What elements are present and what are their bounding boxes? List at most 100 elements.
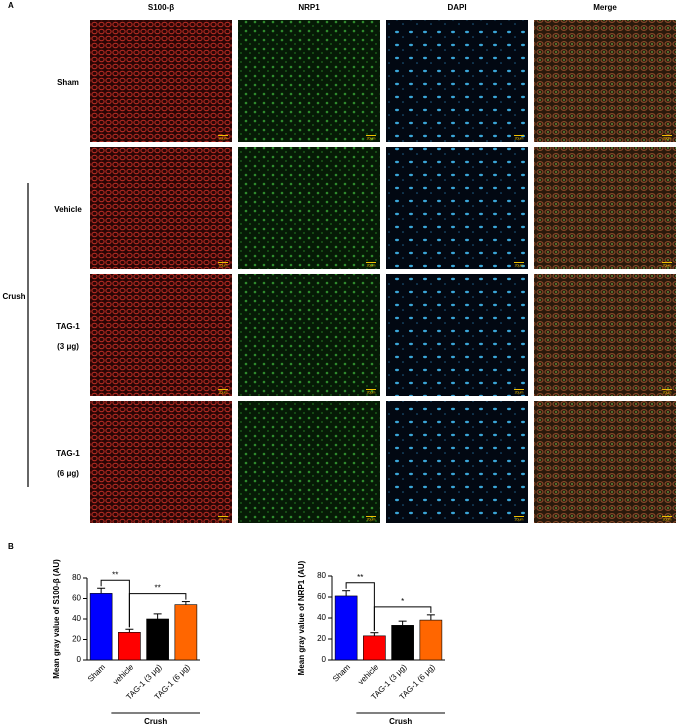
scale-bar-label: 20μm bbox=[515, 136, 524, 140]
y-tick-label: 20 bbox=[317, 634, 326, 643]
scale-bar bbox=[514, 389, 524, 390]
micrograph bbox=[386, 20, 528, 142]
micrograph bbox=[90, 147, 232, 269]
error-bar bbox=[125, 628, 134, 633]
micrograph bbox=[534, 147, 676, 269]
scale-bar bbox=[218, 135, 228, 136]
micrograph bbox=[238, 20, 380, 142]
bar bbox=[391, 625, 414, 661]
panel-label: A bbox=[8, 1, 14, 10]
micrograph bbox=[90, 274, 232, 396]
scale-bar bbox=[218, 516, 228, 517]
y-tick-label: 80 bbox=[317, 571, 326, 580]
scale-bar bbox=[366, 516, 376, 517]
scale-bar-label: 20μm bbox=[663, 136, 672, 140]
scale-bar-label: 20μm bbox=[515, 390, 524, 394]
scale-bar-label: 20μm bbox=[219, 517, 228, 521]
bar bbox=[334, 595, 358, 661]
bar bbox=[146, 618, 169, 661]
scale-bar bbox=[366, 135, 376, 136]
significance-label: ** bbox=[155, 584, 161, 593]
y-tick-label: 20 bbox=[72, 635, 81, 644]
significance-label: ** bbox=[112, 570, 118, 579]
micrograph bbox=[534, 401, 676, 523]
micrograph bbox=[238, 274, 380, 396]
scale-bar bbox=[514, 262, 524, 263]
scale-bar-label: 20μm bbox=[219, 136, 228, 140]
bar bbox=[89, 593, 113, 661]
y-axis-label: Mean gray value of S100-β (AU) bbox=[52, 559, 61, 679]
micrograph bbox=[534, 274, 676, 396]
scale-bar-label: 20μm bbox=[367, 136, 376, 140]
y-tick-label: 60 bbox=[72, 594, 81, 603]
error-bar bbox=[181, 601, 190, 605]
micrograph bbox=[90, 20, 232, 142]
scale-bar bbox=[218, 389, 228, 390]
x-tick-label: vehicle bbox=[111, 662, 135, 686]
scale-bar-label: 20μm bbox=[663, 390, 672, 394]
row-label: Sham bbox=[57, 78, 79, 87]
micrograph bbox=[238, 401, 380, 523]
group-label: Crush bbox=[389, 717, 412, 726]
significance-bracket bbox=[128, 593, 187, 628]
x-tick-label: Sham bbox=[86, 662, 107, 683]
column-header: S100-β bbox=[148, 3, 174, 12]
column-header: NRP1 bbox=[298, 3, 320, 12]
error-bar bbox=[370, 632, 379, 636]
scale-bar bbox=[662, 389, 672, 390]
error-bar bbox=[398, 620, 407, 626]
charts: 0 20 40 60 80 Mean gray value of S100-β (AU) S… bbox=[52, 559, 445, 726]
row-label: (3 μg) bbox=[57, 342, 79, 351]
error-bar bbox=[426, 614, 435, 621]
scale-bar-label: 20μm bbox=[515, 517, 524, 521]
scale-bar bbox=[662, 516, 672, 517]
bar bbox=[118, 632, 141, 661]
column-header: DAPI bbox=[447, 3, 466, 12]
scale-bar-label: 20μm bbox=[367, 390, 376, 394]
error-bar bbox=[97, 587, 106, 594]
group-label: Crush bbox=[144, 717, 167, 726]
scale-bar-label: 20μm bbox=[219, 390, 228, 394]
micrograph bbox=[386, 401, 528, 523]
bar bbox=[363, 635, 386, 661]
bar bbox=[174, 604, 198, 661]
scale-bar bbox=[218, 262, 228, 263]
significance-label: ** bbox=[357, 573, 363, 582]
scale-bar bbox=[514, 135, 524, 136]
micrograph bbox=[386, 147, 528, 269]
image-grid: S100-β NRP1 DAPI Merge Sham 20μm 20μm 20μm 20μm V… bbox=[54, 3, 676, 523]
scale-bar-label: 20μm bbox=[367, 263, 376, 267]
scale-bar-label: 20μm bbox=[663, 263, 672, 267]
row-label: TAG-1 bbox=[56, 322, 80, 331]
y-tick-label: 80 bbox=[72, 573, 81, 582]
bar bbox=[419, 619, 443, 661]
error-bar bbox=[342, 590, 351, 596]
x-tick-label: vehicle bbox=[356, 662, 380, 686]
panel-label: B bbox=[8, 542, 14, 551]
significance-bracket bbox=[373, 606, 432, 631]
scale-bar-label: 20μm bbox=[367, 517, 376, 521]
micrograph bbox=[534, 20, 676, 142]
scale-bar-label: 20μm bbox=[219, 263, 228, 267]
y-tick-label: 40 bbox=[317, 613, 326, 622]
micrograph bbox=[238, 147, 380, 269]
micrograph bbox=[386, 274, 528, 396]
scale-bar bbox=[662, 135, 672, 136]
y-tick-label: 0 bbox=[322, 655, 327, 664]
scale-bar bbox=[514, 516, 524, 517]
row-label: Vehicle bbox=[54, 205, 82, 214]
y-axis-label: Mean gray value of NRP1 (AU) bbox=[297, 560, 306, 675]
group-label: Crush bbox=[2, 292, 25, 301]
x-tick-label: Sham bbox=[331, 662, 352, 683]
scale-bar-label: 20μm bbox=[515, 263, 524, 267]
y-tick-label: 0 bbox=[77, 655, 82, 664]
column-header: Merge bbox=[593, 3, 617, 12]
y-tick-label: 60 bbox=[317, 592, 326, 601]
y-tick-label: 40 bbox=[72, 614, 81, 623]
error-bar bbox=[153, 613, 162, 619]
row-label: TAG-1 bbox=[56, 449, 80, 458]
scale-bar bbox=[662, 262, 672, 263]
scale-bar bbox=[366, 262, 376, 263]
micrograph bbox=[90, 401, 232, 523]
